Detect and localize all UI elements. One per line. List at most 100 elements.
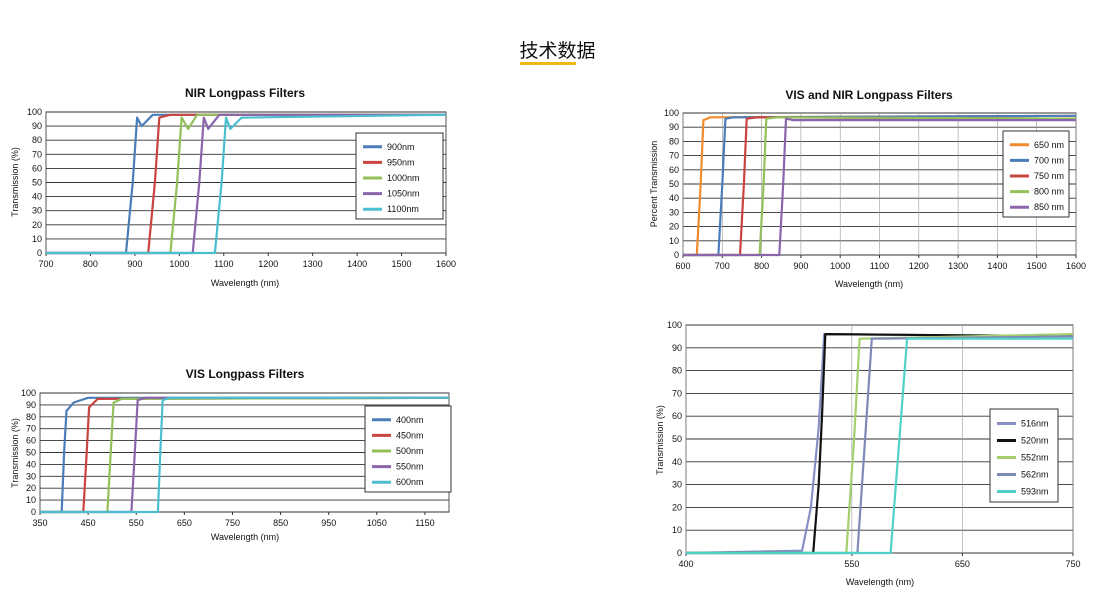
legend-label: 520nm [1021,436,1049,446]
y-tick-label: 100 [667,320,682,330]
y-tick-label: 20 [669,222,679,232]
y-tick-label: 100 [664,108,679,118]
y-tick-label: 10 [26,495,36,505]
y-tick-label: 60 [26,436,36,446]
y-tick-label: 10 [669,236,679,246]
legend: 400nm 450nm 500nm 550nm 600nm [364,405,452,493]
y-axis-label: Transmission (%) [10,147,20,217]
series-line-850nm [683,117,1076,257]
x-tick-label: 1150 [415,518,434,528]
series-line-1100nm [46,113,447,255]
x-tick-label: 1300 [948,261,968,271]
y-tick-label: 30 [32,206,42,216]
y-tick-label: 90 [26,400,36,410]
x-tick-label: 1200 [909,261,929,271]
y-tick-label: 20 [32,220,42,230]
x-tick-label: 700 [715,261,730,271]
legend-label: 550nm [396,462,424,472]
y-tick-label: 60 [32,163,42,173]
title-underline [520,62,576,65]
legend-label: 600nm [396,477,424,487]
x-tick-label: 800 [754,261,769,271]
y-tick-label: 90 [672,343,682,353]
y-tick-label: 100 [27,107,42,117]
y-axis-label: Percent Transmission [649,141,659,228]
chart-title: VIS Longpass Filters [186,367,305,381]
x-tick-label: 1000 [830,261,850,271]
chart-green: 0 10 20 30 40 50 60 70 80 90 100 400 550 650 750 Wavele… [655,320,1081,587]
y-axis-label: Transmission (%) [10,418,20,488]
legend-label: 800 nm [1034,187,1064,197]
x-tick-label: 1400 [347,259,367,269]
x-tick-label: 400 [678,559,693,569]
x-tick-label: 350 [32,518,47,528]
x-tick-label: 1300 [303,259,323,269]
y-tick-label: 70 [26,424,36,434]
y-tick-label: 0 [677,548,682,558]
y-tick-label: 30 [26,471,36,481]
legend-label: 1100nm [387,204,419,214]
legend-label: 500nm [396,446,424,456]
x-tick-label: 550 [844,559,859,569]
legend-label: 593nm [1021,487,1049,497]
y-tick-label: 70 [669,151,679,161]
x-tick-label: 1100 [870,261,889,271]
x-tick-label: 850 [273,518,288,528]
legend-label: 950nm [387,157,415,167]
x-axis-label: Wavelength (nm) [211,532,279,542]
y-tick-label: 20 [672,502,682,512]
x-tick-label: 900 [127,259,142,269]
legend-label: 900nm [387,142,415,152]
legend-label: 516nm [1021,419,1049,429]
legend-label: 750 nm [1034,171,1064,181]
legend-label: 400nm [396,415,424,425]
series-line-593nm [686,337,1073,555]
x-tick-label: 900 [793,261,808,271]
y-tick-label: 40 [672,457,682,467]
x-tick-label: 750 [225,518,240,528]
y-tick-label: 10 [32,234,42,244]
x-tick-label: 950 [321,518,336,528]
x-tick-label: 800 [83,259,98,269]
y-tick-label: 10 [672,525,682,535]
legend: 900nm 950nm 1000nm 1050nm 1100nm [355,132,444,220]
y-tick-label: 60 [669,165,679,175]
y-tick-label: 50 [669,179,679,189]
x-tick-label: 450 [81,518,96,528]
legend-label: 650 nm [1034,140,1064,150]
x-tick-label: 650 [177,518,192,528]
legend-label: 562nm [1021,470,1049,480]
x-tick-label: 600 [675,261,690,271]
y-tick-label: 60 [672,411,682,421]
y-tick-label: 100 [21,388,36,398]
y-tick-label: 0 [674,250,679,260]
x-tick-label: 1600 [1066,261,1086,271]
y-tick-label: 50 [26,448,36,458]
x-tick-label: 1200 [258,259,278,269]
chart-visnir: 0 10 20 30 40 50 60 70 80 90 100 600 700 800 900 1000 11… [649,88,1086,289]
y-tick-label: 40 [26,459,36,469]
x-tick-label: 1100 [214,259,233,269]
x-tick-label: 1000 [169,259,189,269]
chart-nir: 0 10 20 30 40 50 60 70 80 90 100 700 800 900 1000 1100 1… [10,86,456,288]
y-axis-label: Transmission (%) [655,405,665,475]
legend-label: 700 nm [1034,155,1064,165]
y-tick-label: 80 [669,136,679,146]
y-tick-label: 70 [672,388,682,398]
x-tick-label: 750 [1065,559,1080,569]
y-tick-label: 30 [672,480,682,490]
y-tick-label: 0 [37,248,42,258]
y-tick-label: 40 [32,192,42,202]
x-tick-label: 1500 [1027,261,1047,271]
y-tick-label: 80 [672,366,682,376]
y-tick-label: 90 [32,121,42,131]
y-tick-label: 30 [669,207,679,217]
x-tick-label: 650 [955,559,970,569]
legend-label: 850 nm [1034,202,1064,212]
x-tick-label: 550 [129,518,144,528]
y-tick-label: 80 [26,412,36,422]
page-title: 技术数据 [519,40,596,62]
chart-title: NIR Longpass Filters [185,86,305,100]
